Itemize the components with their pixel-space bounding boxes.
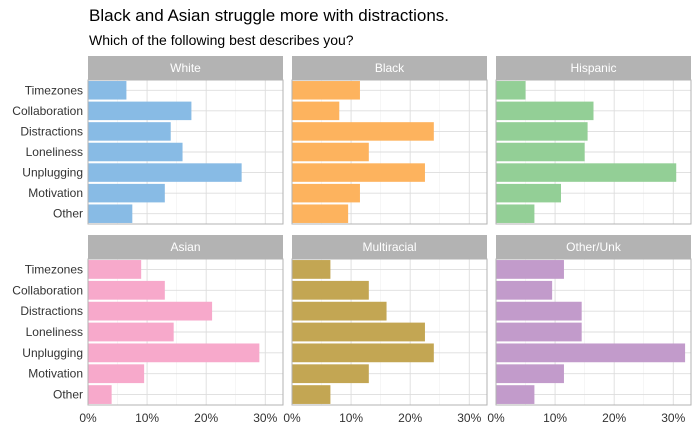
bar-other-unk-motivation xyxy=(496,364,564,384)
facet-label-other-unk: Other/Unk xyxy=(566,240,622,254)
bar-multiracial-loneliness xyxy=(292,322,425,342)
y-tick-label-timezones: Timezones xyxy=(25,83,83,97)
bar-asian-motivation xyxy=(88,364,145,384)
facet-label-black: Black xyxy=(375,61,405,75)
bar-multiracial-distractions xyxy=(292,301,387,321)
x-tick-label: 10% xyxy=(135,411,159,425)
bar-hispanic-collaboration xyxy=(496,101,594,121)
chart-subtitle: Which of the following best describes yo… xyxy=(89,32,354,48)
facet-strip-hispanic xyxy=(496,56,691,80)
y-tick-label-other: Other xyxy=(53,207,83,221)
bar-hispanic-loneliness xyxy=(496,142,585,162)
panel-border-asian xyxy=(87,258,284,406)
y-tick-label-loneliness: Loneliness xyxy=(26,325,83,339)
x-tick-label: 30% xyxy=(457,411,481,425)
panel-border-white xyxy=(87,79,284,225)
bar-white-unplugging xyxy=(88,163,242,182)
bar-other-unk-distractions xyxy=(496,301,582,321)
bar-multiracial-timezones xyxy=(292,260,331,279)
x-tick-label: 20% xyxy=(602,411,626,425)
x-tick-label: 0% xyxy=(487,411,505,425)
bar-hispanic-timezones xyxy=(496,81,526,100)
y-tick-label-loneliness: Loneliness xyxy=(26,145,83,159)
bar-other-unk-other xyxy=(496,385,535,404)
bar-black-other xyxy=(292,204,349,223)
bar-white-other xyxy=(88,204,133,223)
bar-asian-loneliness xyxy=(88,322,174,342)
bar-black-distractions xyxy=(292,122,434,141)
facet-strip-other-unk xyxy=(496,235,691,259)
facet-label-white: White xyxy=(170,61,201,75)
x-tick-label: 30% xyxy=(253,411,277,425)
bar-white-distractions xyxy=(88,122,171,141)
y-tick-label-collaboration: Collaboration xyxy=(12,104,83,118)
panel-border-hispanic xyxy=(495,79,692,225)
facet-label-hispanic: Hispanic xyxy=(570,61,616,75)
facet-strip-black xyxy=(292,56,487,80)
bar-black-motivation xyxy=(292,183,360,203)
facet-label-asian: Asian xyxy=(170,240,200,254)
y-tick-label-other: Other xyxy=(53,388,83,402)
bar-white-collaboration xyxy=(88,101,192,121)
bar-other-unk-unplugging xyxy=(496,343,686,363)
y-tick-label-unplugging: Unplugging xyxy=(22,346,83,360)
bar-black-timezones xyxy=(292,81,360,100)
bar-white-motivation xyxy=(88,183,165,203)
bar-other-unk-loneliness xyxy=(496,322,582,342)
bar-multiracial-unplugging xyxy=(292,343,434,363)
y-tick-label-distractions: Distractions xyxy=(20,304,83,318)
x-tick-label: 20% xyxy=(398,411,422,425)
bar-asian-unplugging xyxy=(88,343,260,363)
y-tick-label-timezones: Timezones xyxy=(25,262,83,276)
x-tick-label: 20% xyxy=(194,411,218,425)
x-tick-label: 10% xyxy=(543,411,567,425)
bar-multiracial-collaboration xyxy=(292,280,369,300)
bar-hispanic-other xyxy=(496,204,535,223)
facet-strip-multiracial xyxy=(292,235,487,259)
facet-strip-asian xyxy=(88,235,283,259)
bar-multiracial-other xyxy=(292,385,331,404)
chart-title: Black and Asian struggle more with distr… xyxy=(89,6,450,25)
bar-hispanic-unplugging xyxy=(496,163,677,182)
bar-asian-distractions xyxy=(88,301,213,321)
bar-hispanic-distractions xyxy=(496,122,588,141)
bar-white-timezones xyxy=(88,81,127,100)
y-tick-label-collaboration: Collaboration xyxy=(12,283,83,297)
bar-multiracial-motivation xyxy=(292,364,369,384)
panel-border-other-unk xyxy=(495,258,692,406)
y-tick-label-motivation: Motivation xyxy=(28,186,83,200)
bar-other-unk-timezones xyxy=(496,260,564,279)
bar-other-unk-collaboration xyxy=(496,280,553,300)
bar-asian-collaboration xyxy=(88,280,165,300)
bar-white-loneliness xyxy=(88,142,183,162)
panel-border-black xyxy=(291,79,488,225)
bar-black-unplugging xyxy=(292,163,425,182)
x-tick-label: 30% xyxy=(661,411,685,425)
bar-asian-timezones xyxy=(88,260,142,279)
panel-border-multiracial xyxy=(291,258,488,406)
bar-black-loneliness xyxy=(292,142,369,162)
bar-asian-other xyxy=(88,385,112,404)
facet-label-multiracial: Multiracial xyxy=(362,240,416,254)
x-tick-label: 0% xyxy=(283,411,301,425)
facet-strip-white xyxy=(88,56,283,80)
bar-hispanic-motivation xyxy=(496,183,561,203)
x-tick-label: 10% xyxy=(339,411,363,425)
y-tick-label-motivation: Motivation xyxy=(28,367,83,381)
y-tick-label-distractions: Distractions xyxy=(20,124,83,138)
bar-black-collaboration xyxy=(292,101,340,121)
y-tick-label-unplugging: Unplugging xyxy=(22,166,83,180)
x-tick-label: 0% xyxy=(79,411,97,425)
